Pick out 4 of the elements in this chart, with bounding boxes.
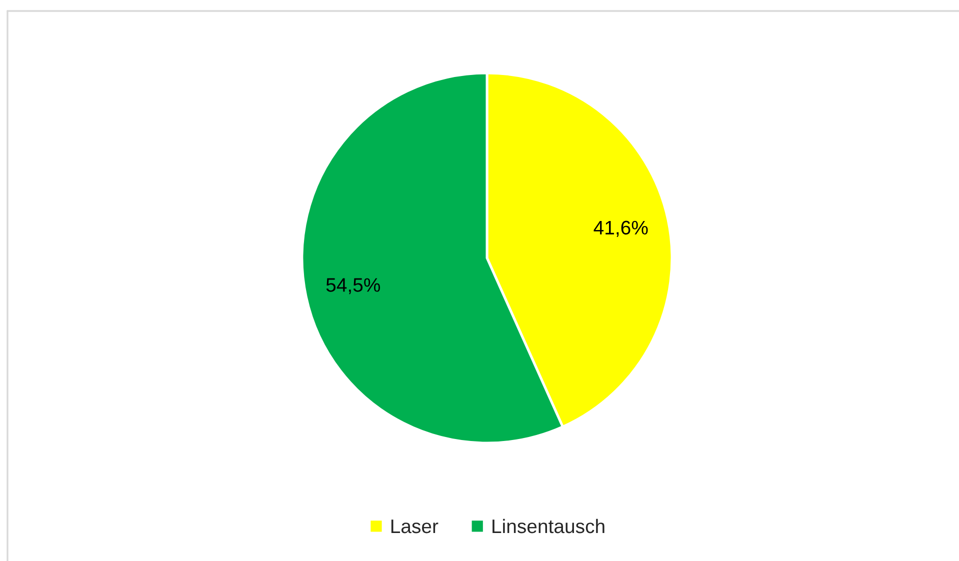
data-label: 54,5%	[326, 278, 380, 294]
legend-label: Linsentausch	[492, 518, 604, 534]
legend-label: Laser	[391, 520, 438, 534]
data-label: 41,6%	[594, 220, 648, 237]
